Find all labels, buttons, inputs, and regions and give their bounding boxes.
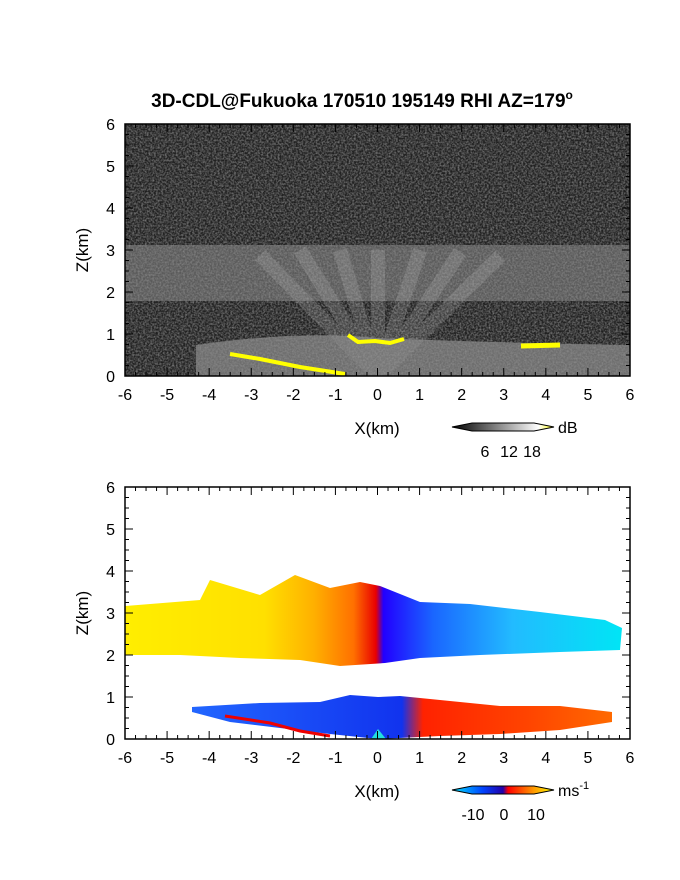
reflectivity-upper-layer: [125, 245, 630, 301]
reflectivity-colorbar-tick: 6: [481, 444, 490, 461]
reflectivity-colorbar-unit: dB: [558, 420, 578, 437]
reflectivity-strong-echo-west: [229, 352, 346, 376]
reflectivity-fan-rays: [254, 246, 505, 376]
reflectivity-x-tick-label: 2: [457, 387, 466, 404]
reflectivity-colorbar-bar: [451, 422, 555, 432]
reflectivity-x-tick-label: -3: [244, 387, 258, 404]
reflectivity-colorbar-tick: 18: [523, 444, 541, 461]
reflectivity-y-tick-label: 0: [106, 369, 115, 386]
reflectivity-y-tick-label: 3: [106, 243, 115, 260]
reflectivity-x-tick-label: 1: [415, 387, 424, 404]
reflectivity-x-tick-label: -6: [118, 387, 132, 404]
velocity-ticks: -6 -5 -4 -3 -2 -1 0 1 2 3 4 5 6 0 1 2 3 4 5 6: [106, 480, 634, 767]
velocity-x-axis-label: X(km): [354, 782, 399, 801]
velocity-colorbar-unit: ms-1: [558, 780, 589, 800]
velocity-colorbar-tick: 0: [500, 807, 509, 824]
velocity-x-tick-label: 2: [457, 750, 466, 767]
velocity-x-tick-label: -4: [202, 750, 216, 767]
velocity-x-tick-label: 6: [626, 750, 635, 767]
velocity-colorbar: ms-1 -10 0 10: [451, 780, 589, 824]
figure-title: 3D-CDL@Fukuoka 170510 195149 RHI AZ=179o: [151, 88, 573, 112]
velocity-colorbar-tick: 10: [527, 807, 545, 824]
reflectivity-x-tick-label: 4: [541, 387, 550, 404]
reflectivity-x-tick-label: -1: [328, 387, 342, 404]
reflectivity-y-tick-label: 5: [106, 159, 115, 176]
velocity-y-tick-label: 0: [106, 732, 115, 749]
velocity-y-tick-label: 4: [106, 564, 115, 581]
reflectivity-y-tick-label: 1: [106, 327, 115, 344]
velocity-colorbar-bar: [451, 785, 555, 795]
reflectivity-y-tick-label: 6: [106, 117, 115, 134]
velocity-x-tick-label: 1: [415, 750, 424, 767]
velocity-x-tick-label: 5: [583, 750, 592, 767]
reflectivity-x-tick-label: 5: [583, 387, 592, 404]
velocity-y-axis-label: Z(km): [73, 591, 92, 635]
reflectivity-colorbar: dB 6 12 18: [451, 420, 578, 461]
reflectivity-y-tick-label: 2: [106, 285, 115, 302]
velocity-x-tick-label: -3: [244, 750, 258, 767]
reflectivity-ticks: -6 -5 -4 -3 -2 -1 0 1 2 3 4 5 6 0 1 2 3 4 5 6: [106, 117, 634, 404]
reflectivity-x-tick-label: -4: [202, 387, 216, 404]
velocity-x-tick-label: 4: [541, 750, 550, 767]
reflectivity-x-tick-label: 6: [626, 387, 635, 404]
velocity-x-tick-label: -1: [328, 750, 342, 767]
reflectivity-x-tick-label: -5: [160, 387, 174, 404]
velocity-colorbar-tick: -10: [461, 807, 484, 824]
velocity-x-tick-label: -2: [286, 750, 300, 767]
velocity-x-tick-label: -5: [160, 750, 174, 767]
velocity-y-tick-label: 3: [106, 606, 115, 623]
velocity-y-tick-label: 5: [106, 522, 115, 539]
velocity-x-tick-label: -6: [118, 750, 132, 767]
velocity-x-tick-label: 3: [499, 750, 508, 767]
velocity-near-field-cyan: [371, 729, 386, 739]
reflectivity-y-axis-label: Z(km): [73, 228, 92, 272]
velocity-y-tick-label: 6: [106, 480, 115, 497]
velocity-x-tick-label: 0: [373, 750, 382, 767]
velocity-y-tick-label: 1: [106, 690, 115, 707]
velocity-lower-layer: [192, 695, 612, 739]
reflectivity-colorbar-tick: 12: [500, 444, 518, 461]
velocity-y-tick-label: 2: [106, 648, 115, 665]
reflectivity-strong-echo-east: [520, 342, 561, 349]
velocity-lower-edge-red: [224, 714, 331, 738]
reflectivity-x-tick-label: 0: [373, 387, 382, 404]
reflectivity-strong-echo-center: [346, 333, 405, 346]
reflectivity-y-tick-label: 4: [106, 201, 115, 218]
reflectivity-x-axis-label: X(km): [354, 419, 399, 438]
reflectivity-x-tick-label: 3: [499, 387, 508, 404]
reflectivity-x-tick-label: -2: [286, 387, 300, 404]
velocity-upper-layer: [125, 575, 622, 666]
